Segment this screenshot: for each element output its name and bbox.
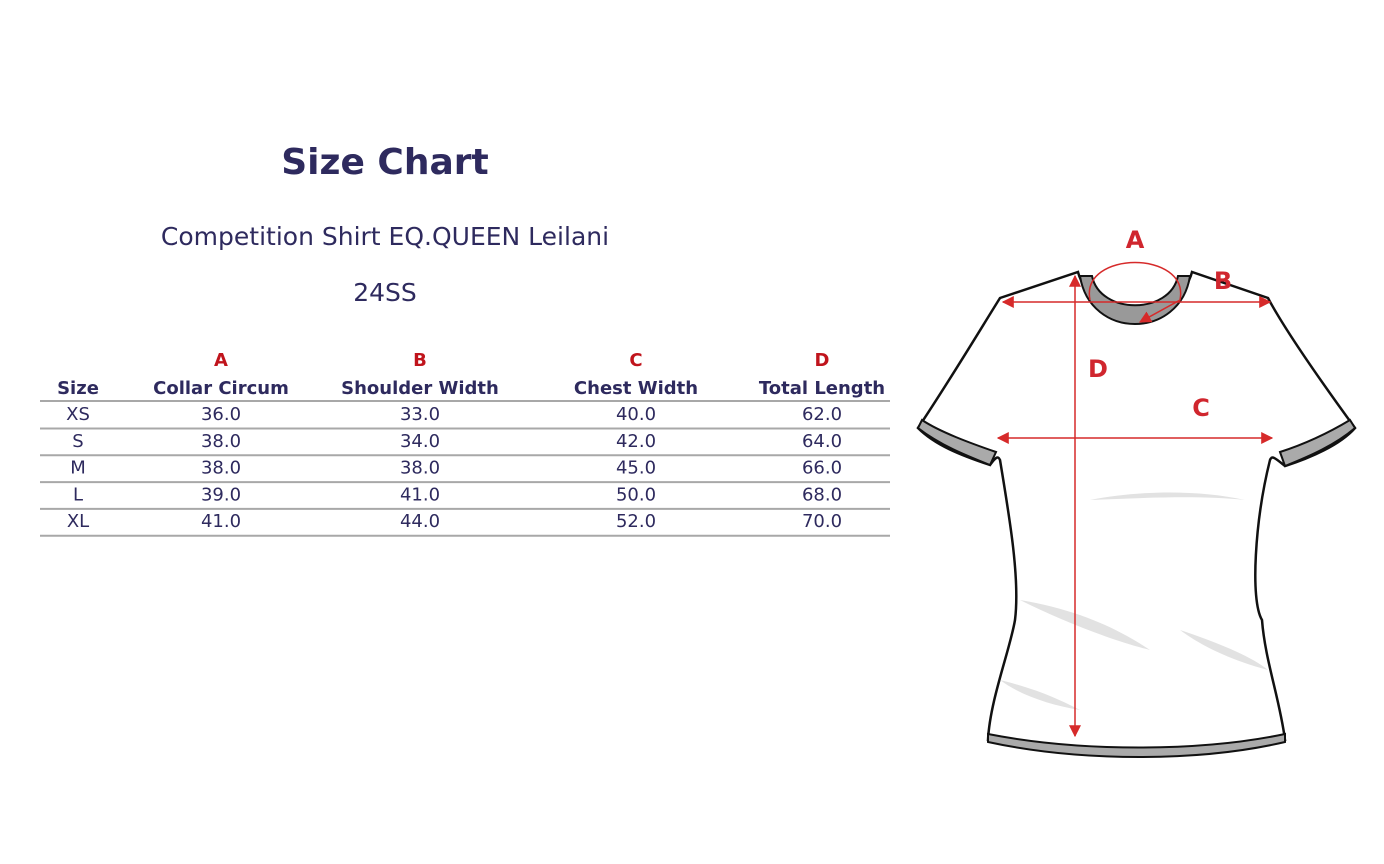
table-cell: XL — [67, 511, 89, 532]
table-cell: 38.0 — [201, 431, 241, 452]
shirt-diagram: A B C D — [916, 226, 1357, 758]
diagram-label: B — [1214, 267, 1232, 295]
table-cell: 34.0 — [400, 431, 440, 452]
diagram-label: D — [1088, 355, 1108, 383]
title: Size Chart — [281, 142, 488, 183]
table-cell: M — [70, 458, 86, 479]
size-table: A B C D Size Collar Circum Shoulder Width Chest… — [40, 350, 890, 537]
column-header: Collar Circum — [153, 378, 289, 399]
table-cell: 41.0 — [201, 511, 241, 532]
table-cell: 45.0 — [616, 458, 656, 479]
diagram-label: A — [1126, 226, 1145, 254]
column-letter: C — [629, 350, 642, 371]
column-header: Total Length — [759, 378, 885, 399]
table-cell: 44.0 — [400, 511, 440, 532]
column-header: Chest Width — [574, 378, 698, 399]
table-cell: 42.0 — [616, 431, 656, 452]
table-cell: 66.0 — [802, 458, 842, 479]
table-cell: 62.0 — [802, 404, 842, 425]
table-cell: 40.0 — [616, 404, 656, 425]
table-cell: XS — [66, 404, 90, 425]
fold-shadow — [1000, 492, 1268, 710]
table-cell: S — [72, 431, 83, 452]
column-header: Size — [57, 378, 99, 399]
table-cell: 50.0 — [616, 484, 656, 505]
table-cell: 70.0 — [802, 511, 842, 532]
table-cell: 52.0 — [616, 511, 656, 532]
season: 24SS — [353, 278, 417, 307]
table-cell: L — [73, 484, 83, 505]
subtitle: Competition Shirt EQ.QUEEN Leilani — [161, 222, 609, 251]
table-cell: 38.0 — [201, 458, 241, 479]
diagram-label: C — [1192, 394, 1210, 422]
measure-a — [1088, 261, 1182, 323]
hem — [987, 732, 1286, 758]
table-cell: 68.0 — [802, 484, 842, 505]
table-cell: 38.0 — [400, 458, 440, 479]
shirt-outline — [916, 270, 1357, 757]
table-cell: 41.0 — [400, 484, 440, 505]
sleeve-cuff — [1278, 418, 1357, 468]
table-cell: 64.0 — [802, 431, 842, 452]
column-letter: D — [815, 350, 830, 371]
column-header: Shoulder Width — [341, 378, 499, 399]
sleeve-cuff — [916, 418, 998, 467]
table-cell: 36.0 — [201, 404, 241, 425]
column-letter: B — [413, 350, 427, 371]
table-cell: 39.0 — [201, 484, 241, 505]
table-cell: 33.0 — [400, 404, 440, 425]
column-letter: A — [214, 350, 228, 371]
